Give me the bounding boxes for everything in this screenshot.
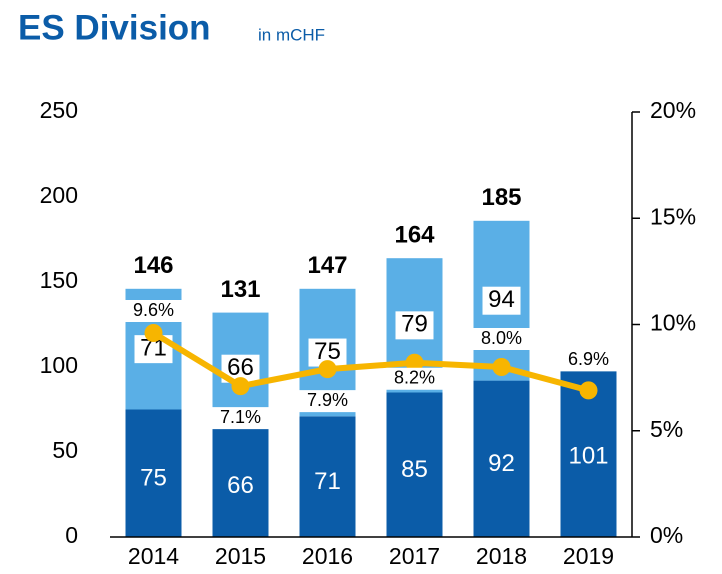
label-box [299, 390, 356, 413]
y-tick-label: 50 [52, 437, 78, 463]
line-point [144, 324, 163, 342]
segment-label: 92 [488, 450, 515, 477]
line [151, 330, 590, 394]
line-value-label: 7.1% [220, 407, 261, 427]
label-box [386, 367, 443, 390]
total-label: 185 [481, 184, 521, 211]
label-box [395, 311, 434, 340]
y-tick-label: 100 [40, 352, 78, 378]
line-point [231, 377, 250, 396]
bar-segment [299, 416, 356, 537]
bar-segment [125, 409, 182, 537]
y2-tick-label: 15% [650, 203, 696, 229]
y2-tick-label: 20% [650, 97, 696, 123]
segment-label: 66 [227, 354, 254, 381]
chart-subtitle: in mCHF [258, 25, 325, 44]
line-value-label: 7.9% [307, 390, 348, 410]
x-tick-label: 2019 [563, 543, 614, 569]
label-box [482, 286, 521, 315]
label-box [212, 407, 269, 430]
total-label: 131 [220, 276, 260, 303]
segment-label: 94 [488, 286, 515, 313]
chart-title: ES Division [18, 8, 211, 47]
x-tick-label: 2016 [302, 543, 353, 569]
line-point [492, 358, 511, 376]
line-point [318, 360, 337, 379]
bar-segment [386, 392, 443, 537]
y2-tick-label: 5% [650, 416, 683, 442]
y-tick-label: 200 [40, 182, 78, 208]
y-tick-label: 150 [40, 267, 78, 293]
total-label: 146 [133, 252, 173, 279]
line-value-label: 8.2% [394, 368, 435, 388]
line-value-label: 9.6% [133, 300, 174, 320]
label-box [125, 300, 182, 322]
line-value-label: 6.9% [568, 349, 609, 369]
y2-tick-label: 10% [650, 310, 696, 336]
y2-tick-label: 0% [650, 522, 683, 548]
x-tick-label: 2018 [476, 543, 527, 569]
y-tick-label: 0 [65, 522, 78, 548]
total-label: 164 [394, 222, 435, 249]
line-point [579, 381, 598, 400]
segment-label: 101 [568, 442, 608, 469]
total-label: 147 [307, 252, 347, 279]
x-tick-label: 2014 [128, 543, 179, 569]
bar-segment [212, 424, 269, 537]
segment-label: 71 [314, 468, 341, 495]
label-box [560, 349, 617, 372]
y-tick-label: 250 [40, 97, 78, 123]
segment-label: 66 [227, 472, 254, 499]
label-box [473, 328, 530, 350]
line-value-label: 8.0% [481, 328, 522, 348]
segment-label: 79 [401, 311, 428, 338]
x-tick-label: 2017 [389, 543, 440, 569]
x-tick-label: 2015 [215, 543, 266, 569]
segment-label: 75 [140, 465, 167, 492]
segment-label: 85 [401, 456, 428, 483]
bar-segment [473, 380, 530, 537]
line-point [405, 353, 424, 372]
